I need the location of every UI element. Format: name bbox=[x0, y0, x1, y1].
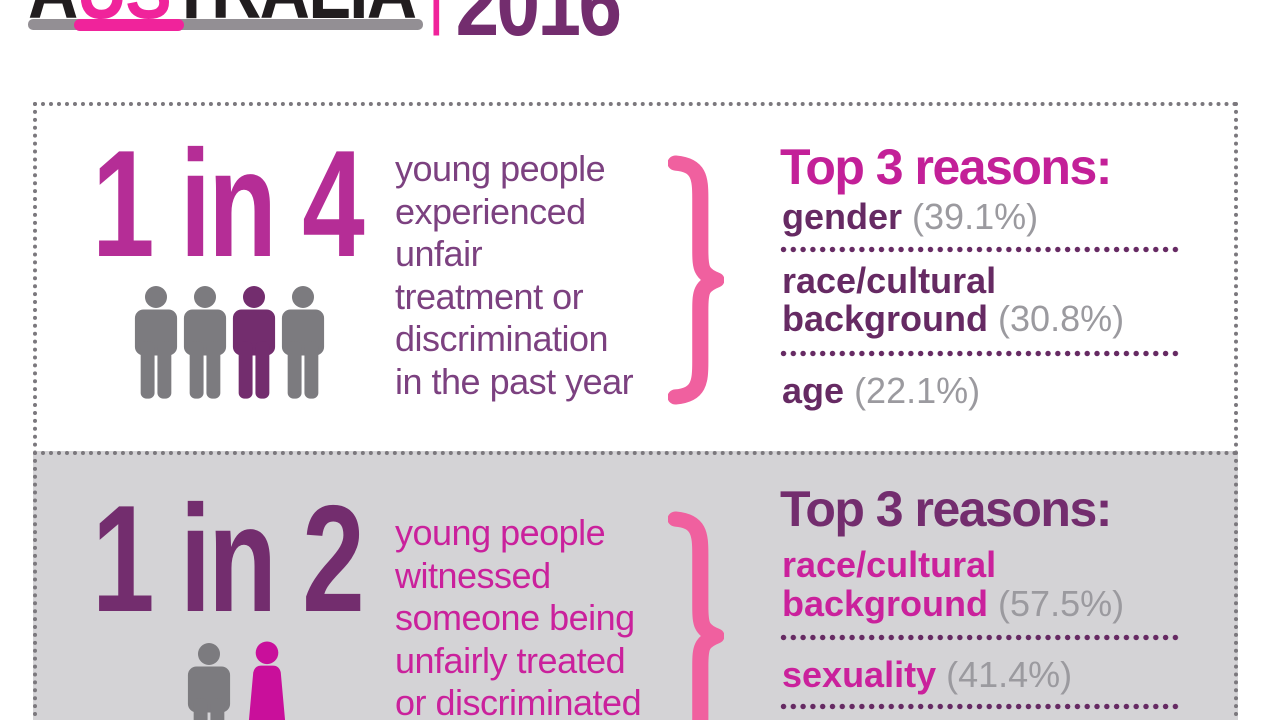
reason-value: (39.1%) bbox=[912, 196, 1039, 237]
reason-label: background bbox=[782, 298, 989, 339]
female-person-icon bbox=[248, 641, 286, 720]
reason-row: background (30.8%) bbox=[782, 300, 1124, 338]
pictogram-row-2 bbox=[186, 641, 289, 720]
reasons-heading-1: Top 3 reasons: bbox=[780, 139, 1112, 195]
person-icon bbox=[134, 285, 178, 399]
reason-label: sexuality bbox=[782, 654, 937, 695]
person-icon bbox=[281, 285, 325, 399]
reason-value: (22.1%) bbox=[854, 370, 981, 411]
person-icon bbox=[183, 285, 227, 399]
title-underline-pink bbox=[74, 19, 184, 31]
section-2-description: young people witnessed someone being unf… bbox=[395, 512, 642, 720]
reason-label: race/cultural bbox=[782, 260, 997, 301]
dotted-separator bbox=[780, 634, 1180, 641]
page-title: AUSTRALIA|2016 bbox=[28, 0, 622, 50]
dotted-separator bbox=[780, 246, 1180, 253]
reason-row: race/cultural bbox=[782, 546, 996, 584]
reason-label: gender bbox=[782, 196, 903, 237]
section-1-description: young people experienced unfair treatmen… bbox=[395, 148, 634, 402]
person-icon-highlighted bbox=[232, 285, 276, 399]
curly-brace-icon bbox=[668, 155, 724, 405]
person-icon bbox=[187, 642, 231, 720]
reason-value: (57.5%) bbox=[998, 583, 1125, 624]
reason-label: background bbox=[782, 583, 989, 624]
title-prefix: A bbox=[28, 0, 78, 36]
pictogram-row-1 bbox=[133, 284, 326, 402]
title-year: 2016 bbox=[455, 0, 622, 55]
reason-row: age (22.1%) bbox=[782, 372, 980, 410]
dotted-separator bbox=[780, 703, 1180, 710]
title-underline-gray bbox=[28, 19, 423, 30]
panel-witnessed bbox=[33, 451, 1238, 720]
title-suffix: TRALIA bbox=[170, 0, 417, 36]
reason-row: background (57.5%) bbox=[782, 585, 1124, 623]
curly-brace-icon bbox=[668, 511, 724, 720]
reason-label: race/cultural bbox=[782, 544, 997, 585]
stat-1-in-2: 1 in 2 bbox=[92, 474, 365, 644]
stat-1-in-4: 1 in 4 bbox=[92, 119, 365, 289]
reason-row: race/cultural bbox=[782, 262, 996, 300]
reason-label: age bbox=[782, 370, 845, 411]
reasons-heading-2: Top 3 reasons: bbox=[780, 481, 1112, 537]
reason-value: (30.8%) bbox=[998, 298, 1125, 339]
panel-experienced bbox=[33, 102, 1238, 455]
reason-value: (41.4%) bbox=[946, 654, 1073, 695]
reason-row: gender (39.1%) bbox=[782, 198, 1038, 236]
title-divider: | bbox=[415, 0, 455, 36]
reason-row: sexuality (41.4%) bbox=[782, 656, 1072, 694]
dotted-separator bbox=[780, 350, 1180, 357]
